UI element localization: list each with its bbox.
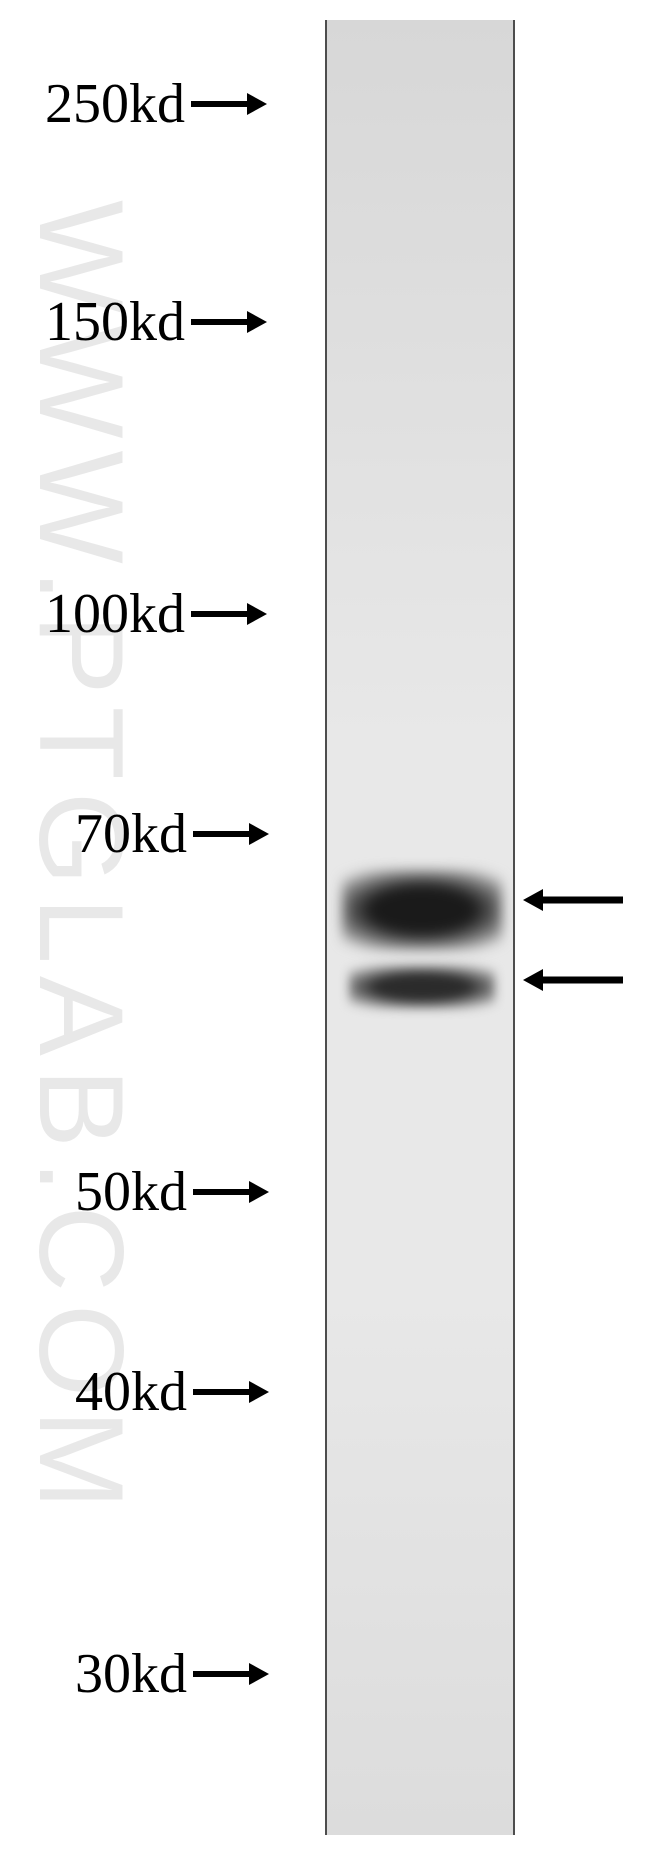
- arrow-right-icon: [191, 819, 269, 849]
- arrow-right-icon: [191, 1659, 269, 1689]
- marker-70kd: 70kd: [75, 802, 269, 866]
- upper-band: [342, 870, 502, 950]
- marker-label: 250kd: [45, 72, 185, 136]
- marker-250kd: 250kd: [45, 72, 267, 136]
- blot-lane: [325, 20, 515, 1835]
- marker-label: 100kd: [45, 582, 185, 646]
- marker-label: 70kd: [75, 802, 187, 866]
- marker-label: 40kd: [75, 1360, 187, 1424]
- marker-30kd: 30kd: [75, 1642, 269, 1706]
- arrow-right-icon: [189, 307, 267, 337]
- marker-label: 150kd: [45, 290, 185, 354]
- figure-container: WWW.PTGLAB.COM 250kd 150kd 100kd 70kd 50…: [0, 0, 650, 1855]
- marker-label: 30kd: [75, 1642, 187, 1706]
- marker-50kd: 50kd: [75, 1160, 269, 1224]
- marker-40kd: 40kd: [75, 1360, 269, 1424]
- marker-150kd: 150kd: [45, 290, 267, 354]
- pointer-upper: [523, 885, 623, 915]
- marker-100kd: 100kd: [45, 582, 267, 646]
- marker-label: 50kd: [75, 1160, 187, 1224]
- arrow-right-icon: [191, 1377, 269, 1407]
- arrow-right-icon: [191, 1177, 269, 1207]
- arrow-right-icon: [189, 89, 267, 119]
- pointer-lower: [523, 965, 623, 995]
- lower-band: [349, 965, 495, 1009]
- arrow-right-icon: [189, 599, 267, 629]
